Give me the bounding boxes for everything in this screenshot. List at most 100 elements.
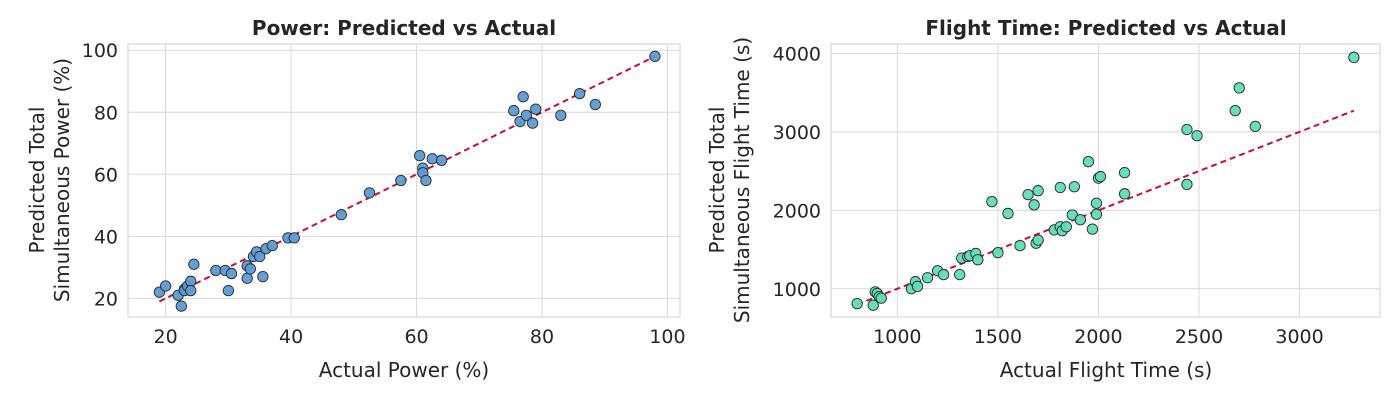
flight-time-y-axis-label-line-2: Simultaneous Flight Time (s) (730, 37, 754, 323)
power-data-point (159, 280, 172, 292)
power-data-point (335, 208, 347, 221)
power-x-tick-label: 60 (404, 326, 428, 348)
power-data-point (589, 98, 601, 111)
flight-time-data-point (1060, 221, 1072, 233)
power-y-ticks: 20 40 60 80 100 (82, 40, 118, 310)
flight-time-data-point (1094, 170, 1107, 183)
power-data-point (257, 271, 269, 283)
flight-time-data-point (867, 299, 879, 311)
flight-time-data-point (1086, 223, 1099, 235)
flight-time-data-point (1118, 167, 1131, 179)
flight-time-x-ticks: 1000 1500 2000 2500 3000 (873, 326, 1324, 348)
power-data-point (426, 153, 438, 165)
flight-time-x-tick-label: 2000 (1074, 326, 1122, 348)
power-data-point (188, 258, 200, 270)
power-y-axis-label: Predicted Total Simultaneous Power (%) (25, 58, 74, 302)
flight-time-data-point (972, 254, 984, 266)
flight-time-chart-title: Flight Time: Predicted vs Actual (925, 16, 1286, 40)
flight-time-y-tick-label: 3000 (773, 122, 821, 144)
flight-time-x-tick-label: 3000 (1275, 326, 1323, 348)
power-data-point (222, 284, 235, 297)
flight-time-data-point (1028, 199, 1040, 211)
power-data-point (175, 300, 187, 312)
power-reference-line (158, 55, 656, 303)
power-x-tick-label: 100 (649, 326, 685, 348)
power-y-tick-label: 20 (94, 288, 118, 310)
power-data-point (526, 117, 539, 129)
flight-time-data-point (986, 196, 998, 208)
flight-time-data-point (1054, 181, 1066, 194)
power-data-point (185, 275, 197, 287)
power-x-tick-label: 20 (154, 326, 178, 348)
flight-time-data-point (1032, 185, 1044, 197)
power-data-point (363, 187, 376, 199)
power-x-axis-label: Actual Power (%) (319, 358, 489, 382)
flight-time-y-tick-label: 4000 (773, 43, 821, 65)
power-grid (128, 44, 680, 317)
power-data-point (573, 87, 586, 100)
power-reference-line-group (158, 55, 656, 303)
power-y-tick-label: 40 (94, 226, 118, 248)
power-data-point (254, 250, 266, 263)
flight-time-y-axis-label: Predicted Total Simultaneous Flight Time… (705, 37, 754, 323)
flight-time-reference-line-group (856, 109, 1355, 306)
flight-time-y-tick-label: 2000 (773, 200, 821, 222)
flight-time-y-axis-label-line-1: Predicted Total (705, 107, 729, 254)
power-data-point (649, 50, 661, 63)
flight-time-data-point (937, 268, 950, 281)
power-data-point (395, 174, 407, 187)
power-data-point (288, 232, 300, 244)
flight-time-data-point (1090, 197, 1103, 209)
flight-time-x-tick-label: 2500 (1175, 326, 1223, 348)
power-x-tick-label: 40 (279, 326, 303, 348)
power-data-point (241, 272, 253, 284)
flight-time-data-point (921, 272, 934, 284)
flight-time-data-point (1233, 82, 1245, 94)
power-data-point (266, 239, 278, 252)
flight-time-data-point (1068, 181, 1080, 193)
flight-time-x-axis-label: Actual Flight Time (s) (1000, 358, 1213, 382)
flight-time-data-point (992, 247, 1004, 259)
power-data-point (555, 109, 567, 122)
flight-time-data-point (1032, 234, 1044, 246)
flight-time-data-point (954, 268, 966, 281)
power-data-point (508, 105, 520, 117)
flight-time-data-point (1090, 208, 1103, 220)
flight-time-data-point (851, 298, 863, 310)
power-chart: 20 40 60 80 100 20 40 60 80 100 Power: Predicted… (25, 16, 686, 382)
power-data-point (244, 263, 256, 275)
flight-time-reference-line (856, 109, 1355, 306)
power-data-point (530, 103, 542, 115)
power-data-point (210, 264, 222, 277)
power-data-point (517, 91, 529, 103)
flight-time-data-point (1022, 188, 1034, 201)
flight-time-data-point (1014, 239, 1026, 252)
flight-time-x-tick-label: 1000 (873, 326, 921, 348)
power-x-tick-label: 80 (530, 326, 554, 348)
flight-time-data-point (1002, 207, 1014, 220)
power-points (153, 50, 661, 312)
power-y-tick-label: 80 (94, 102, 118, 124)
power-x-ticks: 20 40 60 80 100 (154, 326, 686, 348)
flight-time-data-point (1348, 51, 1360, 63)
power-data-point (435, 154, 448, 166)
flight-time-data-point (1074, 214, 1087, 226)
power-chart-title: Power: Predicted vs Actual (252, 16, 556, 40)
flight-time-y-ticks: 1000 2000 3000 4000 (773, 43, 821, 300)
flight-time-chart: 1000 1500 2000 2500 3000 1000 2000 3000 4000 Fl… (705, 16, 1381, 382)
flight-time-data-point (1229, 105, 1241, 117)
flight-time-data-point (1181, 123, 1193, 136)
flight-time-data-point (1249, 120, 1261, 133)
flight-time-data-point (1082, 156, 1095, 168)
power-data-point (520, 109, 532, 122)
flight-time-x-tick-label: 1500 (974, 326, 1022, 348)
flight-time-y-tick-label: 1000 (773, 279, 821, 301)
power-y-tick-label: 60 (94, 164, 118, 186)
flight-time-data-point (1118, 188, 1131, 200)
power-data-point (414, 150, 426, 162)
power-y-axis-label-line-2: Simultaneous Power (%) (50, 58, 74, 302)
flight-time-data-point (875, 292, 887, 304)
power-y-axis-label-line-1: Predicted Total (25, 107, 49, 254)
